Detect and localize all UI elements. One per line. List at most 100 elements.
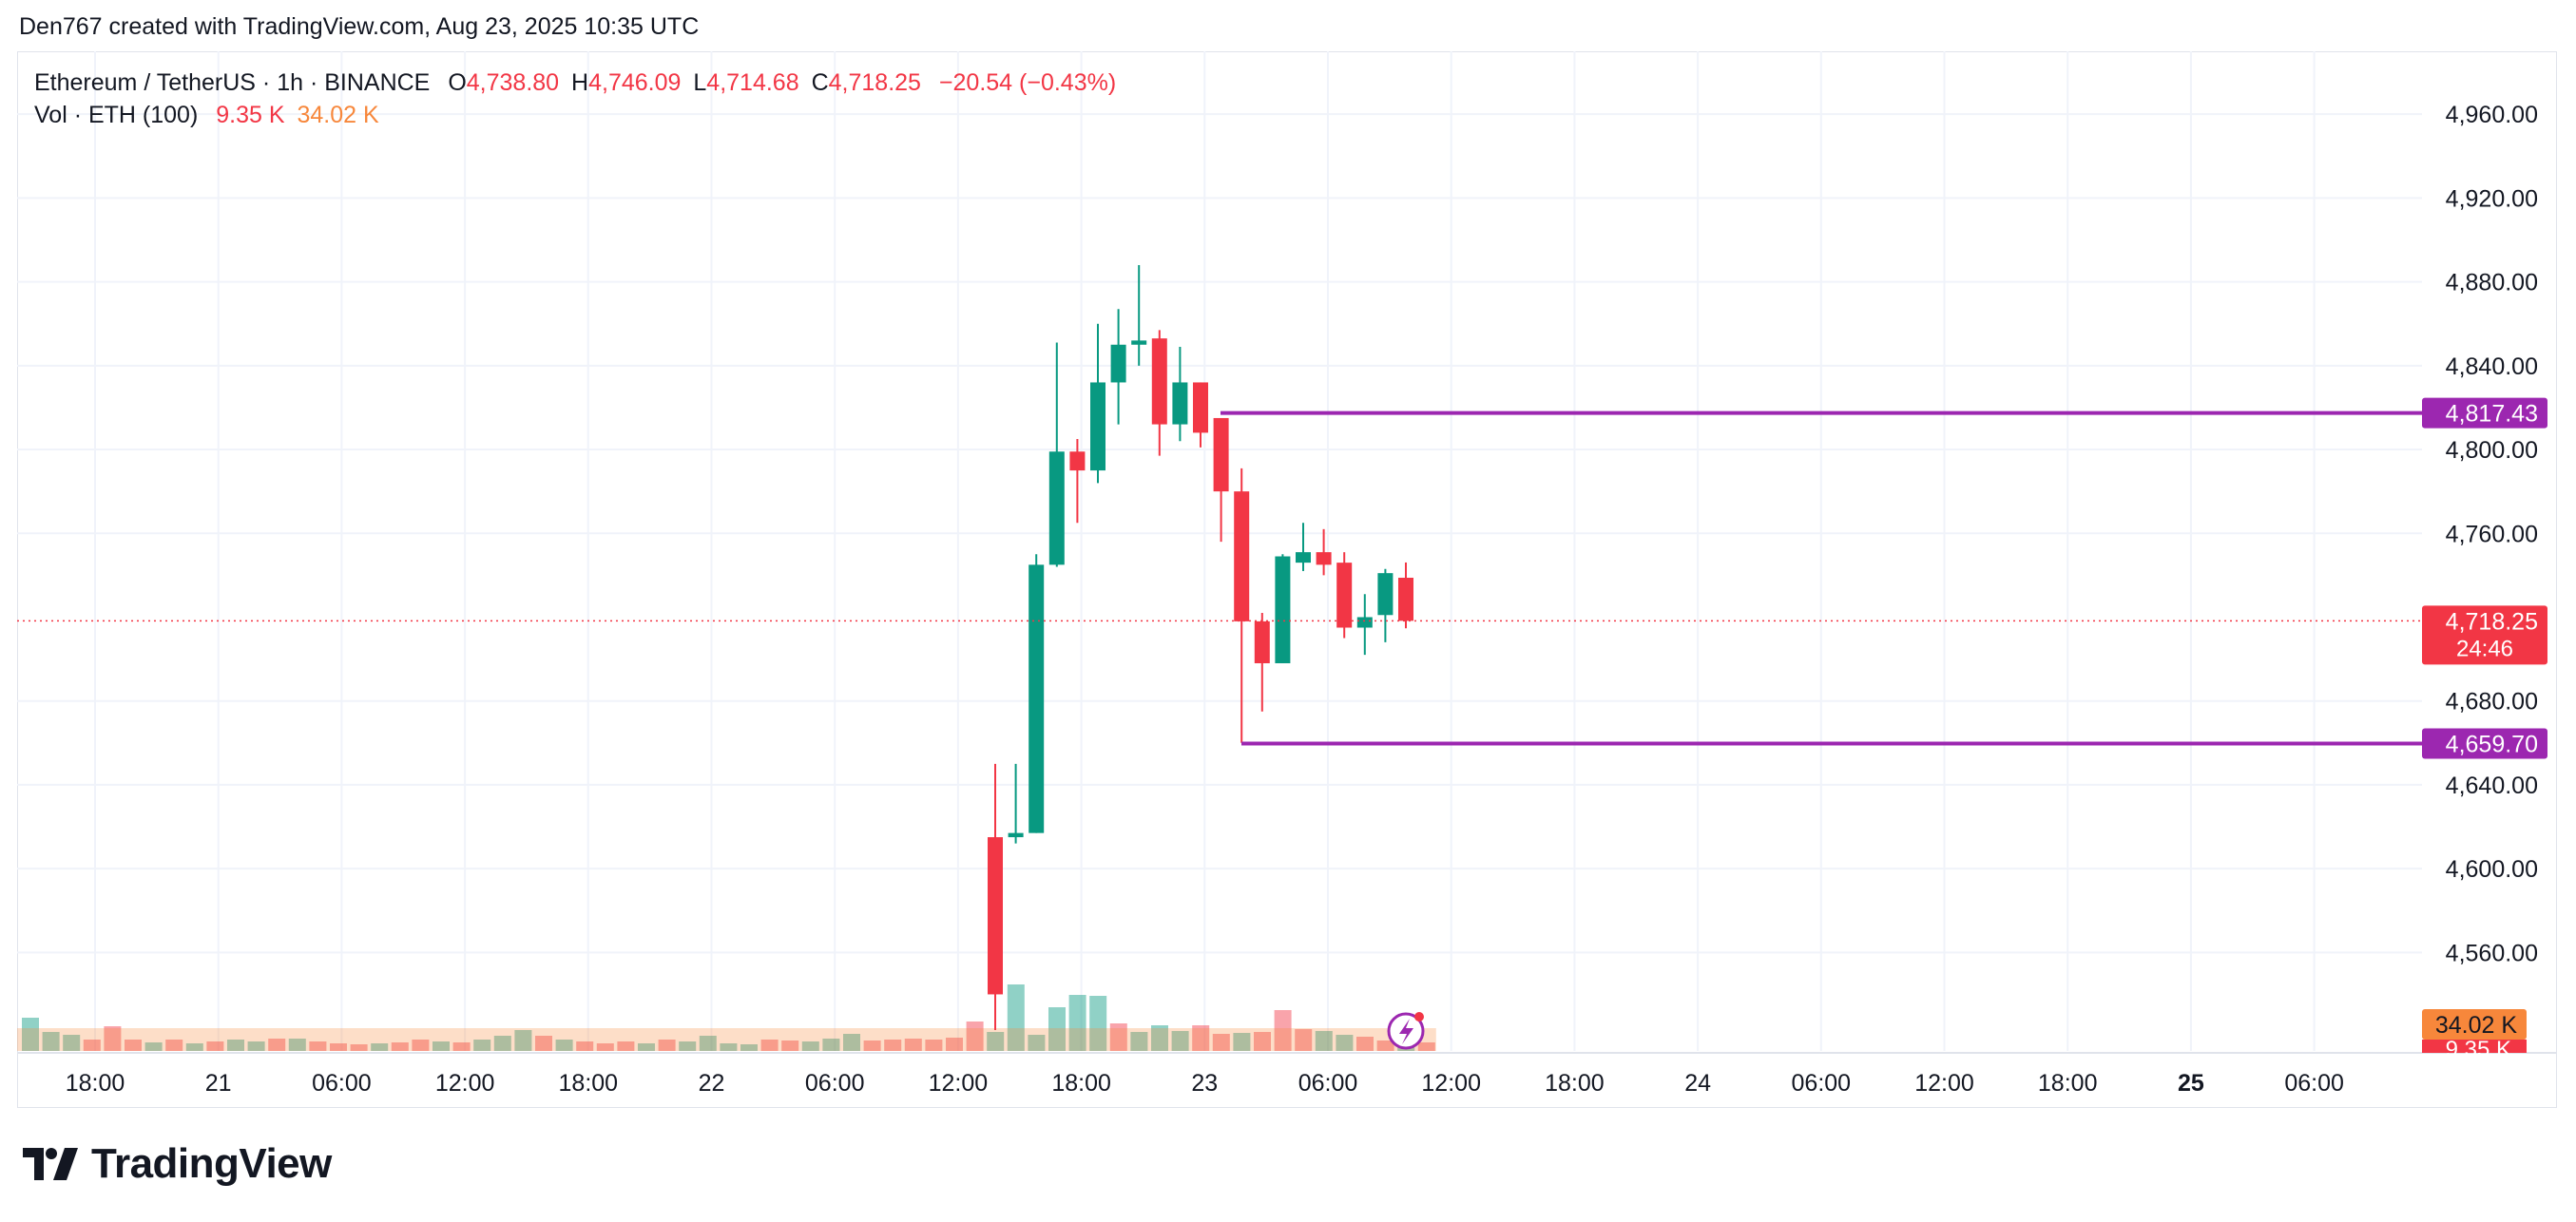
volume-bar [966, 1022, 984, 1051]
candle-body [1172, 382, 1188, 425]
time-tick-label: 22 [699, 1070, 725, 1097]
tradingview-brand[interactable]: TradingView [23, 1140, 332, 1188]
lightning-alert-icon[interactable] [1387, 1012, 1425, 1050]
high-label: H [571, 69, 589, 96]
chart-credit: Den767 created with TradingView.com, Aug… [19, 13, 700, 40]
candle-body [1048, 451, 1065, 565]
volume-bar [617, 1041, 635, 1051]
horizontal-levels[interactable] [17, 411, 2422, 746]
candle-body [1131, 340, 1147, 345]
volume-title[interactable]: Vol · ETH (100) [34, 102, 199, 128]
tradingview-logo-icon [23, 1148, 78, 1180]
candle-body [1398, 578, 1413, 621]
price-chart[interactable]: 4,960.00 4,920.00 4,880.00 4,840.00 4,800.00… [0, 0, 2576, 1121]
time-axis[interactable]: 18:00 21 06:00 12:00 18:00 22 06:00 12:00 18:00 2… [17, 1052, 2557, 1097]
time-tick-label: 12:00 [435, 1070, 495, 1097]
candle-body [1008, 832, 1024, 838]
volume-bar [1376, 1041, 1394, 1051]
price-tick-label: 4,800.00 [2446, 437, 2538, 464]
time-tick-label: 06:00 [1298, 1070, 1358, 1097]
volume-ma-badge [2422, 1009, 2527, 1040]
volume-bar [63, 1035, 81, 1051]
time-tick-label: 12:00 [1421, 1070, 1481, 1097]
volume-bar [165, 1040, 183, 1051]
candle-body [1234, 491, 1250, 621]
volume-bar [144, 1042, 163, 1051]
candle-body [1336, 563, 1353, 628]
open-label: O [448, 69, 467, 96]
volume-bar [1315, 1031, 1333, 1051]
volume-bar [288, 1039, 306, 1051]
high-value: 4,746.09 [588, 69, 682, 96]
volume-bar [1130, 1032, 1148, 1051]
volume-bar [247, 1041, 265, 1051]
time-tick-label: 21 [205, 1070, 232, 1097]
volume-bar [781, 1041, 799, 1051]
symbol-title[interactable]: Ethereum / TetherUS · 1h · BINANCE [34, 69, 431, 96]
volume-bar [493, 1036, 511, 1051]
candle-body [1296, 552, 1311, 563]
volume-bar [473, 1040, 491, 1051]
volume-bar [104, 1026, 122, 1051]
volume-bar [1007, 984, 1025, 1051]
volume-bar [1212, 1034, 1230, 1051]
time-tick-label: 23 [1191, 1070, 1218, 1097]
volume-bar [904, 1039, 922, 1051]
volume-bar [946, 1038, 963, 1051]
volume-bar [452, 1042, 471, 1051]
candle-body [1213, 417, 1229, 492]
price-tick-label: 4,680.00 [2446, 689, 2538, 716]
volume-bar [535, 1036, 552, 1051]
candle-body [1151, 338, 1167, 425]
time-tick-label: 24 [1684, 1070, 1711, 1097]
volume-bar [843, 1034, 860, 1051]
price-tick-label: 4,640.00 [2446, 773, 2538, 799]
volume-last-badge [2422, 1040, 2527, 1053]
time-tick-label: 06:00 [805, 1070, 865, 1097]
volume-bar [350, 1044, 368, 1051]
volume-bar [433, 1041, 450, 1051]
time-tick-label: 18:00 [559, 1070, 619, 1097]
time-tick-label: 25 [2178, 1070, 2204, 1097]
volume-bar [863, 1041, 881, 1051]
chart-grid [17, 51, 2422, 1051]
volume-bar [801, 1041, 819, 1051]
volume-bar [1171, 1031, 1189, 1051]
volume-bar [1151, 1025, 1168, 1051]
time-tick-label: 18:00 [66, 1070, 125, 1097]
candle-body [1254, 621, 1270, 663]
price-axis[interactable]: 4,960.00 4,920.00 4,880.00 4,840.00 4,800.00… [2446, 102, 2538, 966]
price-tick-label: 4,760.00 [2446, 521, 2538, 547]
price-tick-label: 4,920.00 [2446, 185, 2538, 212]
level-price-badge-label: 4,659.70 [2446, 731, 2538, 757]
price-tick-label: 4,600.00 [2446, 856, 2538, 883]
volume-bar [576, 1041, 594, 1051]
time-tick-label: 12:00 [1914, 1070, 1974, 1097]
volume-bar [412, 1040, 430, 1051]
volume-bar [22, 1018, 39, 1051]
volume-bar [268, 1039, 286, 1051]
candle-body [1316, 552, 1332, 565]
volume-bar [227, 1040, 244, 1051]
candle-body [1377, 573, 1394, 616]
volume-ma-area [17, 1028, 1436, 1051]
volume-bar [1068, 995, 1086, 1051]
chart-pane[interactable] [17, 51, 2557, 1108]
volume-bar [371, 1043, 389, 1051]
price-tick-label: 4,840.00 [2446, 353, 2538, 380]
volume-bar [1254, 1032, 1271, 1051]
candle-body [1356, 617, 1373, 628]
candle-body [1110, 344, 1126, 383]
volume-value: 9.35 K [216, 102, 285, 128]
volume-bar [1417, 1042, 1435, 1051]
volume-bar [638, 1043, 655, 1051]
price-tick-label: 4,960.00 [2446, 102, 2538, 128]
volume-bar [42, 1032, 60, 1051]
volume-bar [1028, 1035, 1046, 1051]
last-price-badge-label: 4,718.25 [2446, 608, 2538, 635]
bar-countdown-label: 24:46 [2456, 636, 2513, 661]
candle-body [1275, 556, 1291, 663]
volume-bar [1274, 1010, 1292, 1051]
volume-bar [514, 1030, 532, 1051]
